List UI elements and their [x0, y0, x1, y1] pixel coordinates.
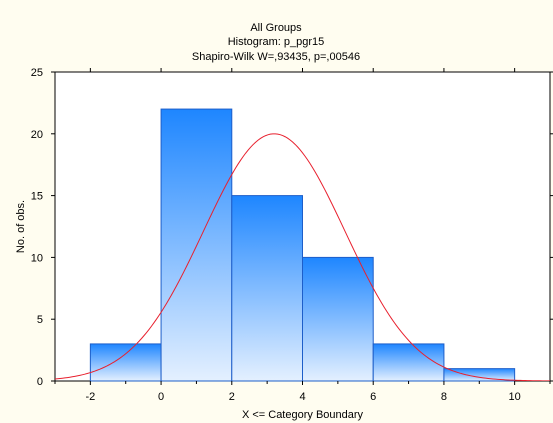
normal-fit-curve	[55, 133, 550, 381]
chart-subtitle-stats: Shapiro-Wilk W=,93435, p=,00546	[192, 51, 360, 63]
y-tick-label-5: 25	[31, 67, 43, 79]
y-tick-label-4: 20	[31, 129, 43, 141]
histogram-bar-4	[372, 343, 445, 382]
x-tick-label-5: 8	[441, 391, 447, 403]
x-tick-label-3: 4	[299, 391, 305, 403]
chart-subtitle: Histogram: p_pgr15	[228, 36, 325, 48]
x-tick-label-1: 0	[158, 391, 164, 403]
y-tick-label-2: 10	[31, 252, 43, 264]
chart-title: All Groups	[250, 22, 302, 34]
histogram-bar-2	[231, 195, 304, 382]
x-tick-label-4: 6	[370, 391, 376, 403]
y-axis-label: No. of obs.	[15, 200, 27, 253]
ticks-layer: 0 5 10 15 20 25 -2 0 2 4 6 8 10	[31, 67, 553, 403]
y-tick-label-3: 15	[31, 191, 43, 203]
x-tick-label-0: -2	[85, 391, 95, 403]
y-tick-label-1: 5	[37, 314, 43, 326]
x-axis-label: X <= Category Boundary	[242, 409, 364, 421]
x-tick-label-2: 2	[229, 391, 235, 403]
histogram-bar-0	[89, 343, 162, 382]
histogram-bar-5	[443, 368, 516, 382]
y-tick-label-0: 0	[37, 376, 43, 388]
curve-layer	[55, 133, 550, 381]
x-tick-label-6: 10	[509, 391, 521, 403]
histogram-bar-3	[302, 256, 374, 382]
